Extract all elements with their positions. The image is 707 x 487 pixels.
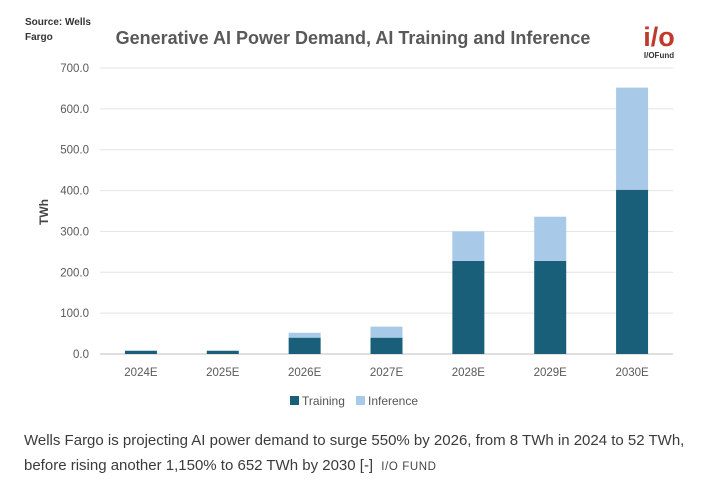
x-tick-label: 2028E	[452, 367, 486, 379]
chart-figure: Source: Wells Fargo Generative AI Power …	[0, 0, 707, 425]
legend-swatch-training	[290, 396, 299, 405]
bar-training-2027e	[370, 337, 403, 354]
bar-training-2025e	[206, 350, 239, 354]
bar-training-2026e	[288, 337, 321, 354]
bar-inference-2030e	[616, 87, 649, 190]
y-tick-labels: 0.0 100.0 200.0 300.0 400.0 500.0 600.0 700.0	[60, 63, 89, 361]
y-tick-label: 200.0	[60, 267, 89, 279]
bar-inference-2028e	[452, 231, 485, 261]
y-tick-label: 700.0	[60, 63, 89, 75]
source-note-line2: Fargo	[25, 32, 53, 43]
x-tick-label: 2025E	[206, 367, 240, 379]
x-tick-label: 2029E	[534, 367, 568, 379]
y-tick-label: 300.0	[60, 226, 89, 238]
bar-training-2029e	[534, 260, 567, 354]
caption: Wells Fargo is projecting AI power deman…	[24, 428, 696, 480]
source-note-line1: Source: Wells	[25, 17, 91, 28]
x-tick-label: 2030E	[615, 367, 649, 379]
chart-title: Generative AI Power Demand, AI Training …	[116, 28, 591, 48]
io-logo-mark: i/o	[643, 22, 675, 52]
y-tick-label: 0.0	[73, 349, 89, 361]
chart-background	[0, 0, 707, 425]
y-tick-label: 500.0	[60, 145, 89, 157]
x-tick-labels: 2024E 2025E 2026E 2027E 2028E 2029E 2030E	[124, 367, 649, 379]
legend: Training Inference	[290, 394, 418, 408]
legend-label-training: Training	[302, 394, 345, 408]
caption-source-tag: I/O FUND	[381, 461, 437, 473]
bars	[124, 87, 649, 354]
io-fund-logo: i/o I/OFund	[643, 22, 675, 60]
bar-training-2030e	[616, 189, 649, 354]
caption-text: Wells Fargo is projecting AI power deman…	[24, 432, 685, 474]
x-tick-label: 2027E	[370, 367, 404, 379]
gridlines	[100, 67, 673, 355]
y-tick-label: 600.0	[60, 104, 89, 116]
bar-training-2024e	[124, 350, 157, 354]
legend-item-inference: Inference	[356, 394, 418, 408]
legend-swatch-inference	[356, 396, 365, 405]
bar-inference-2026e	[288, 332, 321, 338]
io-logo-text: I/OFund	[644, 51, 674, 60]
y-tick-label: 400.0	[60, 186, 89, 198]
legend-item-training: Training	[290, 394, 345, 408]
x-tick-label: 2024E	[124, 367, 158, 379]
bar-inference-2027e	[370, 326, 403, 338]
bar-inference-2029e	[534, 216, 567, 261]
legend-label-inference: Inference	[368, 394, 418, 408]
y-tick-label: 100.0	[60, 308, 89, 320]
bar-training-2028e	[452, 260, 485, 354]
y-axis-label: TWh	[37, 199, 51, 225]
x-tick-label: 2026E	[288, 367, 322, 379]
